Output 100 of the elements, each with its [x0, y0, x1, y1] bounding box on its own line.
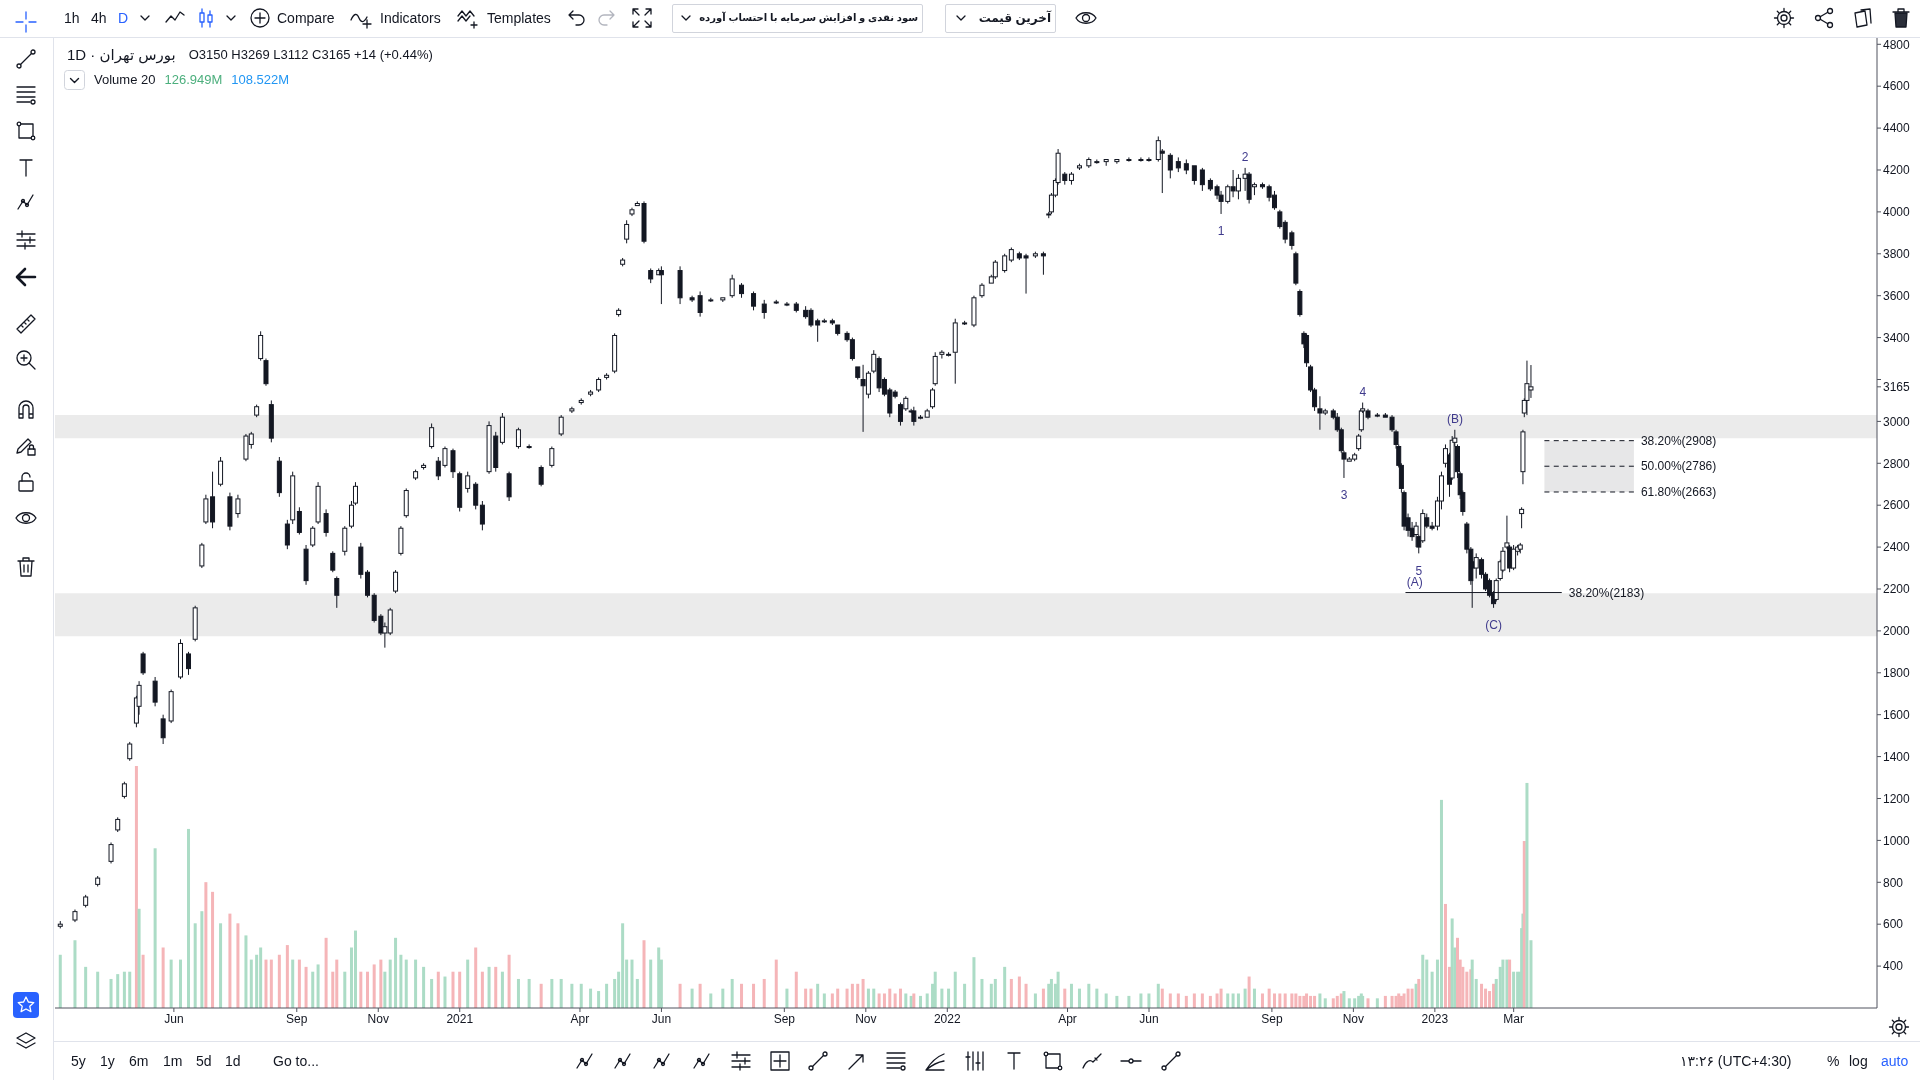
bar	[866, 988, 870, 1008]
bar	[1095, 988, 1099, 1008]
candlestick	[450, 448, 456, 479]
bar	[1501, 959, 1505, 1008]
bar	[311, 971, 315, 1008]
bar	[850, 983, 854, 1008]
bar	[304, 966, 308, 1008]
candlestick	[1114, 159, 1120, 165]
x-tick-label: Sep	[1261, 1011, 1283, 1026]
y-tick-label: 3400	[1883, 330, 1911, 345]
bar	[193, 923, 197, 1008]
bar	[1260, 993, 1264, 1008]
annotation: 1	[1217, 224, 1225, 239]
bar	[1278, 993, 1282, 1008]
bar	[1290, 993, 1294, 1008]
candlestick	[1138, 156, 1144, 162]
bar	[394, 937, 398, 1008]
candlestick	[616, 307, 622, 318]
candlestick	[199, 542, 205, 569]
bar	[1302, 995, 1306, 1008]
bar	[1430, 971, 1434, 1008]
bar	[1247, 976, 1251, 1008]
bar	[487, 966, 491, 1008]
bar	[785, 988, 789, 1008]
bar	[1283, 993, 1287, 1008]
bar	[161, 947, 165, 1008]
candlestick	[334, 575, 340, 609]
bar	[436, 971, 440, 1008]
bar	[137, 908, 141, 1008]
bar	[249, 959, 253, 1008]
bar	[122, 971, 126, 1008]
text: 1y	[100, 1052, 115, 1070]
bar	[774, 959, 778, 1008]
candlestick	[315, 481, 321, 525]
bar	[1313, 995, 1317, 1008]
bar	[877, 993, 881, 1008]
bar	[559, 978, 563, 1008]
bar	[1192, 993, 1196, 1008]
bar	[794, 971, 798, 1008]
bar	[678, 983, 682, 1008]
bar	[630, 959, 634, 1008]
bar	[1147, 993, 1151, 1008]
bar	[730, 978, 734, 1008]
bar	[1219, 988, 1223, 1008]
y-tick-label: 400	[1883, 959, 1904, 974]
bar	[516, 978, 520, 1008]
x-tick-label: Mar	[1503, 1011, 1524, 1026]
y-tick-label: 4800	[1883, 37, 1911, 52]
bar	[1484, 988, 1488, 1008]
bar	[1323, 998, 1327, 1008]
candlestick	[932, 351, 938, 387]
candlestick	[1126, 156, 1132, 162]
text: 1h	[64, 9, 80, 27]
bar	[1375, 998, 1379, 1008]
candlestick	[235, 494, 241, 519]
text: Templates	[487, 9, 551, 27]
bar	[904, 993, 908, 1008]
bar	[539, 983, 543, 1008]
bar	[500, 971, 504, 1008]
candlestick	[168, 689, 174, 724]
candlestick	[1068, 171, 1074, 186]
candlestick	[697, 291, 703, 318]
x-tick-label: Jun	[651, 1011, 672, 1026]
bar	[1063, 988, 1067, 1008]
bar	[1366, 998, 1370, 1008]
bar	[657, 947, 661, 1008]
bar	[1294, 993, 1298, 1008]
text: 5y	[71, 1052, 86, 1070]
bar	[1208, 995, 1212, 1008]
text: auto	[1881, 1052, 1909, 1070]
bar	[343, 971, 347, 1008]
bar	[856, 983, 860, 1008]
bar	[1425, 959, 1429, 1008]
candlestick	[263, 358, 269, 387]
bar	[134, 766, 138, 1008]
candlestick	[992, 259, 998, 280]
bar	[430, 978, 434, 1008]
bar	[372, 964, 376, 1008]
x-tick-label: Sep	[773, 1011, 796, 1026]
bar	[1115, 995, 1119, 1008]
bar	[1041, 988, 1045, 1008]
bar	[109, 978, 113, 1008]
bar	[96, 971, 100, 1008]
bar	[1168, 993, 1172, 1008]
bar	[204, 882, 208, 1008]
bar	[1236, 993, 1240, 1008]
y-tick-label: 1000	[1883, 833, 1911, 848]
candlestick	[152, 676, 158, 707]
bar	[1347, 998, 1351, 1008]
bar	[972, 957, 976, 1008]
bar	[989, 983, 993, 1008]
x-tick-label: Jun	[164, 1011, 184, 1026]
bar	[642, 940, 646, 1008]
bar	[1139, 993, 1143, 1008]
candlestick	[403, 487, 409, 519]
bar	[1252, 988, 1256, 1008]
candlestick	[258, 330, 264, 362]
bar	[264, 959, 268, 1008]
bar	[1077, 988, 1081, 1008]
candlestick	[72, 909, 78, 923]
